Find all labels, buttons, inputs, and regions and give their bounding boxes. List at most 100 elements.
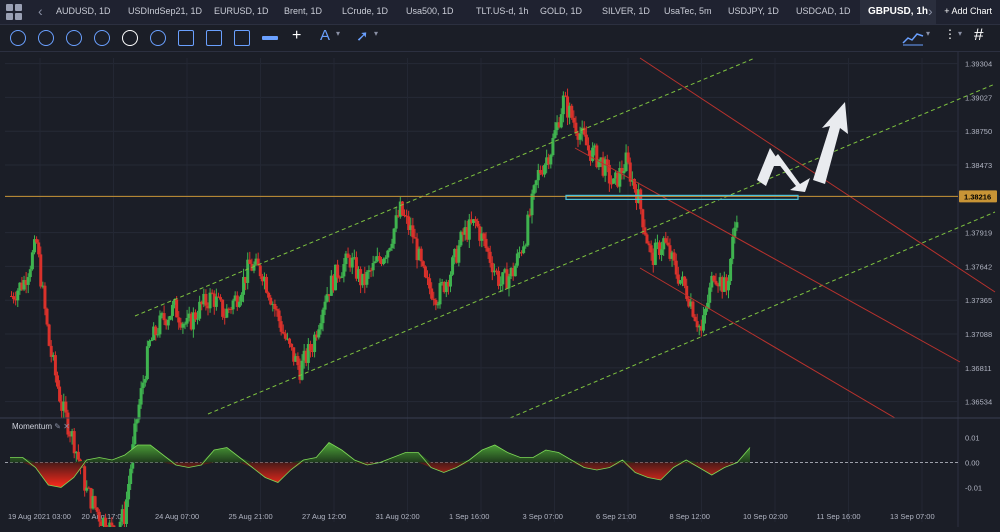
candle-body bbox=[474, 219, 478, 221]
candle-body bbox=[285, 338, 289, 340]
half-circle-tool-icon[interactable] bbox=[94, 30, 110, 46]
tabs-scroll-right-icon[interactable]: › bbox=[928, 3, 933, 19]
tab-9[interactable]: UsaTec, 5m bbox=[664, 6, 712, 16]
candle-body bbox=[28, 269, 32, 278]
tab-7[interactable]: GOLD, 1D bbox=[540, 6, 583, 16]
candle-body bbox=[492, 270, 496, 273]
y-tick-label: 1.36534 bbox=[965, 398, 992, 407]
candle-body bbox=[168, 315, 172, 320]
candle-body bbox=[402, 214, 406, 216]
ruler-tool-icon[interactable] bbox=[262, 36, 278, 40]
candle-body bbox=[522, 246, 526, 253]
indicators-dropdown-icon[interactable]: ▾ bbox=[958, 29, 963, 38]
arrow-tool-dropdown-icon[interactable]: ▾ bbox=[374, 29, 379, 38]
calendar-grid-tool-icon[interactable] bbox=[234, 30, 250, 46]
candle-body bbox=[423, 266, 427, 278]
chart-area[interactable]: 1.39304 1.39027 1.38750 1.38473 1.38216 1.379… bbox=[0, 52, 1000, 532]
candle-body bbox=[91, 496, 95, 509]
candle-body bbox=[24, 279, 28, 285]
candle-body bbox=[338, 277, 342, 279]
candle-body bbox=[225, 308, 229, 318]
grid-toggle-icon[interactable]: # bbox=[974, 25, 984, 44]
candle-body bbox=[651, 252, 655, 265]
text-tool-dropdown-icon[interactable]: ▾ bbox=[336, 29, 341, 38]
candle-body bbox=[530, 193, 534, 216]
candle-body bbox=[51, 355, 55, 357]
tab-8[interactable]: SILVER, 1D bbox=[602, 6, 650, 16]
candle-body bbox=[632, 178, 636, 190]
candle-body bbox=[93, 496, 97, 508]
candle-body bbox=[425, 277, 429, 279]
add-chart-button[interactable]: + Add Chart bbox=[944, 6, 992, 16]
candle-body bbox=[22, 279, 26, 290]
target-tool-icon[interactable] bbox=[150, 30, 166, 46]
candle-body bbox=[281, 331, 285, 334]
candle-body bbox=[563, 95, 567, 97]
candle-body bbox=[576, 133, 580, 140]
red-channel-middle bbox=[574, 147, 961, 363]
candle-body bbox=[580, 127, 584, 134]
candle-body bbox=[216, 296, 220, 298]
pie-tool-icon[interactable] bbox=[66, 30, 82, 46]
text-tool-icon[interactable]: A bbox=[320, 27, 331, 44]
tabs-scroll-left-icon[interactable]: ‹ bbox=[38, 3, 43, 19]
tab-1[interactable]: USDIndSep21, 1D bbox=[128, 6, 203, 16]
candle-body bbox=[235, 295, 239, 307]
y-tick-label: 1.38473 bbox=[965, 161, 992, 170]
candle-body bbox=[239, 294, 243, 302]
tab-11[interactable]: USDCAD, 1D bbox=[796, 6, 851, 16]
x-tick-label: 8 Sep 12:00 bbox=[670, 512, 710, 521]
candle-body bbox=[417, 248, 421, 261]
candle-body bbox=[430, 288, 434, 299]
tab-5[interactable]: Usa500, 1D bbox=[406, 6, 454, 16]
y-tick-label: 1.36811 bbox=[965, 364, 992, 373]
candle-body bbox=[712, 275, 716, 281]
tab-2[interactable]: EURUSD, 1D bbox=[214, 6, 269, 16]
indicator-settings-icon[interactable]: ✎ bbox=[54, 422, 61, 431]
candle-body bbox=[162, 313, 166, 321]
tab-3[interactable]: Brent, 1D bbox=[284, 6, 323, 16]
indicator-close-icon[interactable]: ✕ bbox=[63, 422, 70, 431]
candle-body bbox=[58, 386, 62, 402]
tab-active-gbpusd[interactable]: GBPUSD, 1h bbox=[860, 0, 937, 24]
candle-body bbox=[390, 243, 394, 249]
chart-tab-bar: ‹ AUDUSD, 1D USDIndSep21, 1D EURUSD, 1D Bre… bbox=[0, 0, 1000, 25]
cross-tool-icon[interactable]: + bbox=[292, 27, 302, 44]
chart-type-icon[interactable] bbox=[902, 30, 924, 46]
chart-type-dropdown-icon[interactable]: ▾ bbox=[926, 29, 931, 38]
candle-body bbox=[331, 275, 335, 291]
candle-body bbox=[85, 487, 89, 491]
candle-body bbox=[275, 309, 279, 311]
candle-body bbox=[62, 401, 66, 411]
x-tick-label: 24 Aug 07:00 bbox=[155, 512, 199, 521]
gauge-tool-icon[interactable] bbox=[38, 30, 54, 46]
candle-body bbox=[396, 215, 400, 217]
candle-body bbox=[724, 277, 728, 291]
candle-body bbox=[453, 248, 457, 258]
calendar-add-tool-icon[interactable] bbox=[206, 30, 222, 46]
arrow-tool-icon[interactable]: ➚ bbox=[356, 28, 369, 45]
candle-body bbox=[405, 215, 409, 217]
tab-6[interactable]: TLT.US-d, 1h bbox=[476, 6, 529, 16]
tab-0[interactable]: AUDUSD, 1D bbox=[56, 6, 111, 16]
candle-body bbox=[664, 238, 668, 243]
tab-4[interactable]: LCrude, 1D bbox=[342, 6, 389, 16]
price-chart[interactable]: 1.39304 1.39027 1.38750 1.38473 1.38216 1.379… bbox=[0, 52, 1000, 532]
candle-body bbox=[47, 324, 51, 346]
momentum-indicator-label: Momentum ✎ ✕ bbox=[12, 422, 70, 431]
candle-body bbox=[607, 164, 611, 184]
calendar-tool-icon[interactable] bbox=[178, 30, 194, 46]
candle-body bbox=[499, 284, 503, 286]
candle-body bbox=[127, 483, 131, 500]
candle-body bbox=[185, 317, 189, 324]
crosshair-tool-icon[interactable] bbox=[10, 30, 26, 46]
candle-body bbox=[177, 317, 181, 323]
circle-tool-icon[interactable] bbox=[122, 30, 138, 46]
candle-body bbox=[74, 451, 78, 454]
candle-body bbox=[89, 488, 93, 509]
indicators-icon[interactable]: ⋮ bbox=[944, 27, 956, 41]
candle-body bbox=[670, 252, 674, 259]
layout-grid-icon[interactable] bbox=[6, 4, 22, 20]
tab-10[interactable]: USDJPY, 1D bbox=[728, 6, 779, 16]
candle-body bbox=[104, 517, 108, 532]
